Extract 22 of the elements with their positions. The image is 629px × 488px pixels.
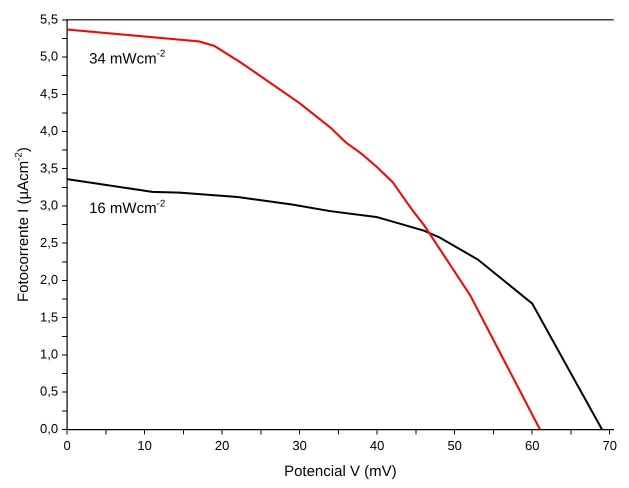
y-tick-label: 5,0 [40, 48, 58, 64]
y-tick-label: 0,0 [40, 420, 58, 436]
x-tick-label: 70 [602, 438, 617, 453]
y-tick-label: 2,0 [40, 272, 58, 288]
x-tick-label: 50 [447, 438, 462, 453]
y-tick-label: 3,5 [40, 160, 58, 176]
x-tick-label: 30 [292, 438, 307, 453]
y-tick-label: 4,0 [40, 123, 58, 138]
x-tick-label: 20 [214, 438, 230, 453]
x-tick-label: 60 [524, 438, 540, 453]
y-tick-label: 2,5 [40, 234, 58, 250]
x-tick-label: 40 [370, 438, 384, 453]
y-tick-label: 1,0 [40, 346, 58, 362]
x-tick-label: 0 [63, 438, 71, 453]
x-tick-label: 10 [137, 438, 152, 453]
y-tick-label: 0,5 [40, 384, 58, 399]
x-axis-title: Potencial V (mV) [284, 463, 397, 480]
y-axis-title: Fotocorrente I (µAcm-2) [13, 147, 32, 302]
y-tick-label: 5,5 [40, 11, 58, 26]
y-tick-label: 1,5 [40, 309, 58, 324]
y-tick-label: 4,5 [40, 86, 58, 101]
y-tick-label: 3,0 [40, 198, 58, 213]
